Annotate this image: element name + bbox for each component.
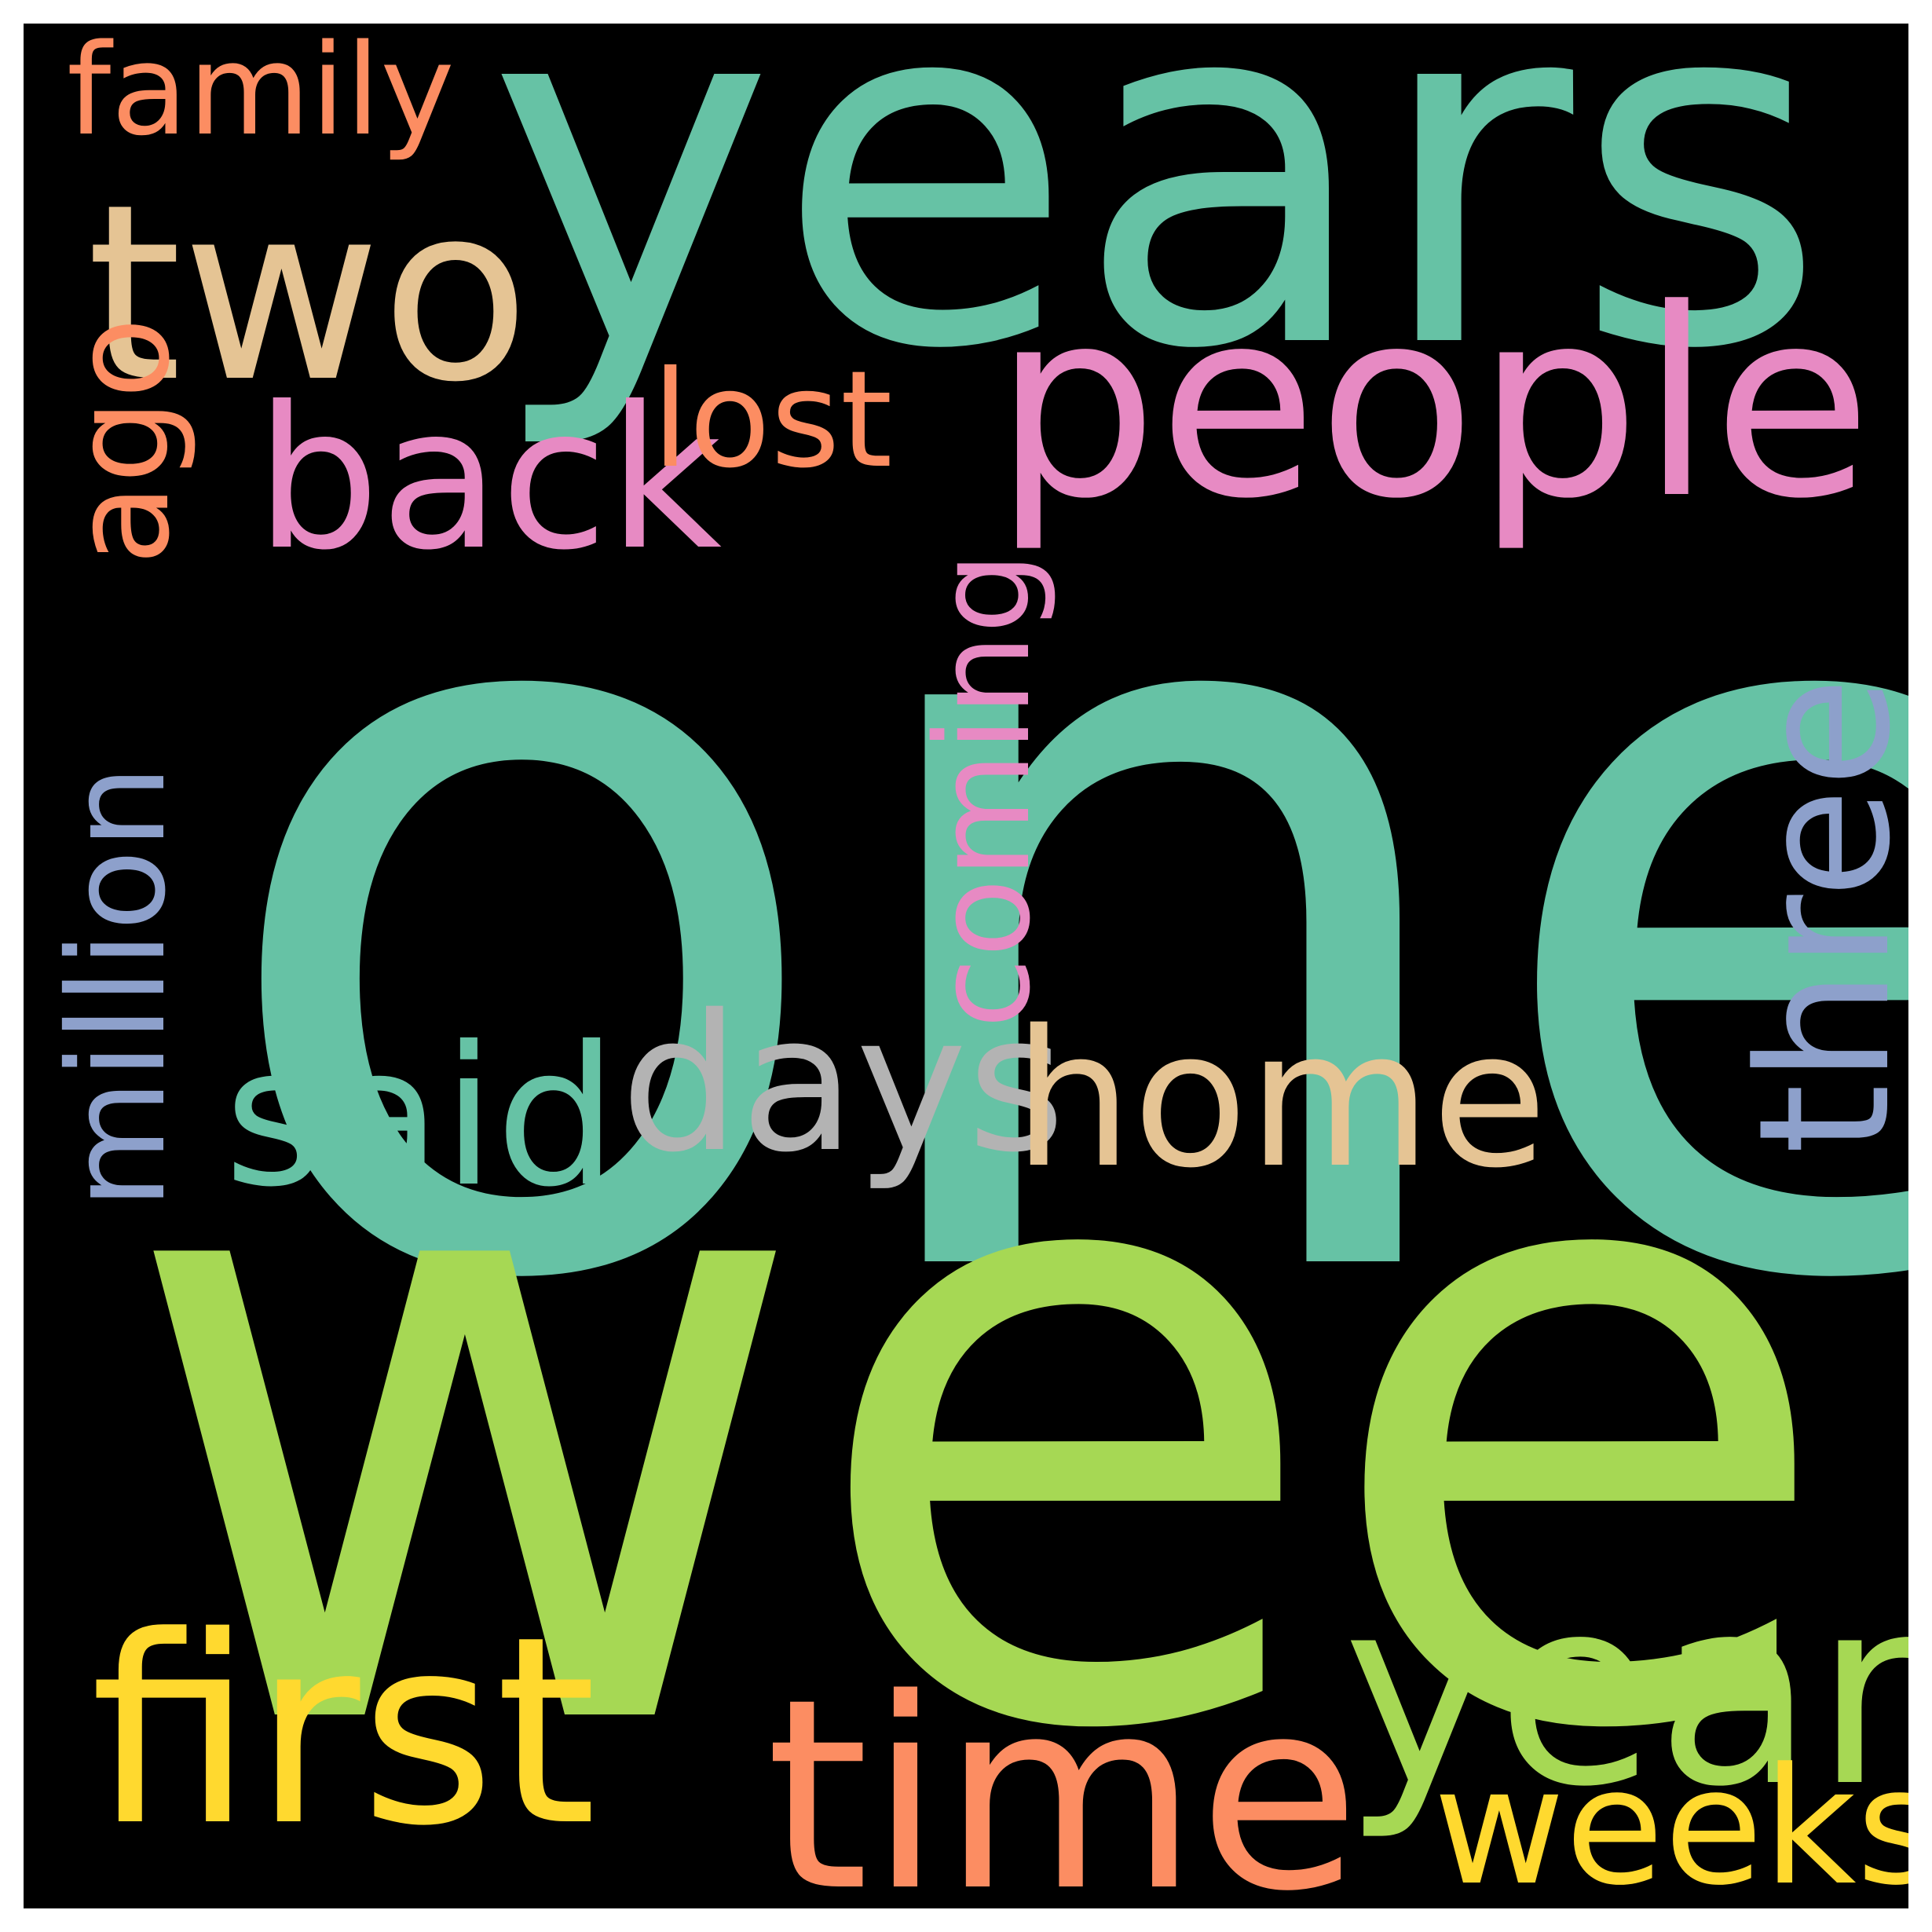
word-first: first <box>90 1581 597 1883</box>
word-one: one <box>204 300 1908 1506</box>
word-lost: lost <box>652 342 893 498</box>
word-back: back <box>255 364 723 593</box>
word-time: time <box>766 1643 1360 1909</box>
word-cloud: years one week people two time first yea… <box>24 24 1908 1908</box>
word-week: week <box>118 928 1908 1908</box>
word-weeks: weeks <box>1433 1734 1908 1908</box>
word-days: days <box>620 974 1066 1194</box>
word-said: said <box>224 1005 618 1229</box>
word-three: three <box>1721 676 1908 1154</box>
word-home: home <box>1013 990 1548 1209</box>
word-two: two <box>86 152 530 436</box>
word-family: family <box>67 24 455 163</box>
word-coming: coming <box>908 551 1059 1029</box>
word-years: years <box>487 24 1828 456</box>
word-ago: ago <box>44 317 199 565</box>
word-million: million <box>40 764 196 1209</box>
word-people: people <box>993 254 1872 555</box>
word-year: year <box>1343 1542 1908 1843</box>
